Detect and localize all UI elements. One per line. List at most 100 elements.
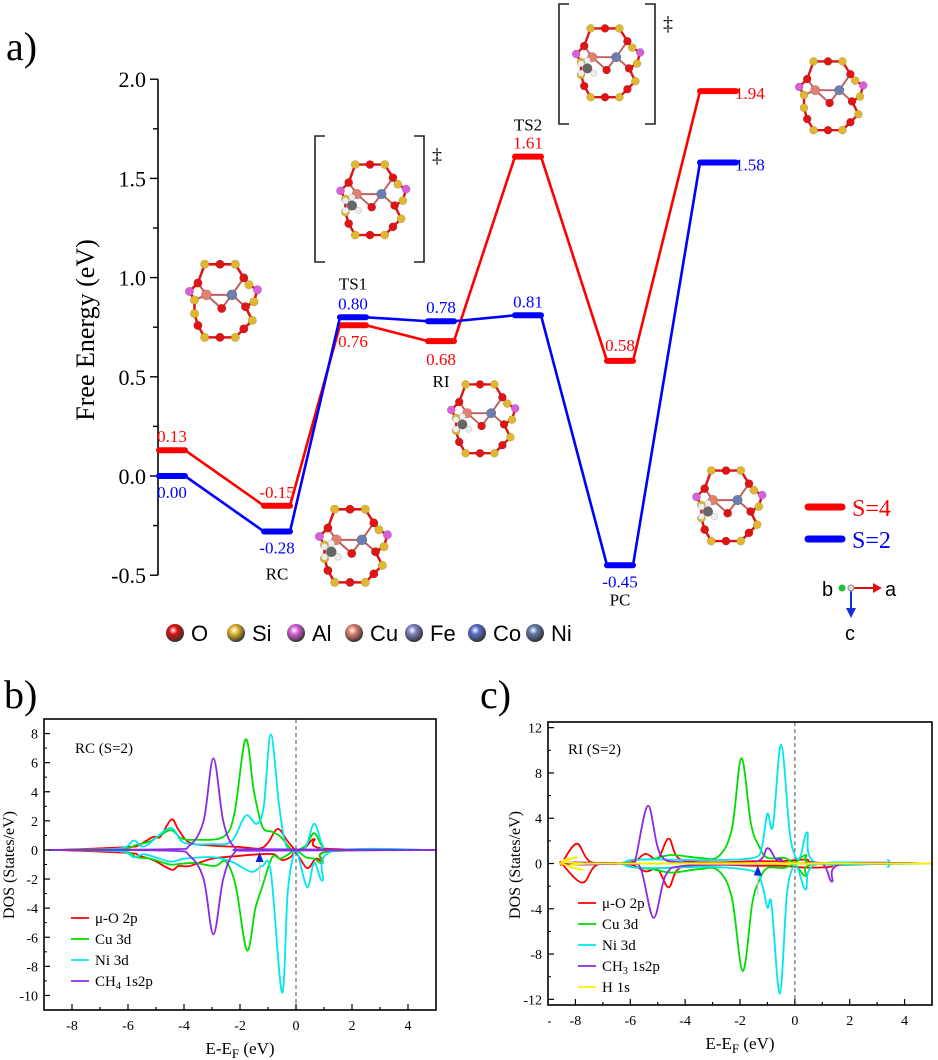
x-tick-label: 2 xyxy=(846,1014,853,1029)
molecule-structures xyxy=(184,24,868,587)
y-tick-label: 6 xyxy=(31,757,38,772)
o-atom xyxy=(723,508,732,518)
c-axis-arrowhead xyxy=(846,608,856,618)
y-tick-label: 4 xyxy=(31,786,38,801)
dos-curve-up-ni-3d xyxy=(561,743,932,867)
si-atom xyxy=(374,525,384,535)
y-tick-label: -10 xyxy=(19,989,38,1004)
si-atom xyxy=(854,109,863,119)
x-label-unit: (eV) xyxy=(739,1034,774,1053)
si-atom xyxy=(506,432,515,442)
y-tick-label: 12 xyxy=(528,722,542,737)
si-atom xyxy=(855,92,865,101)
si-atom xyxy=(461,448,470,458)
center-bonds xyxy=(324,522,377,555)
x-label-main: E-E xyxy=(205,1039,231,1058)
ts-brackets: ‡‡ xyxy=(314,3,673,263)
y-axis: 2.0 1.5 1.0 0.5 0.0 -0.5 xyxy=(111,67,159,588)
panel-b: b) -8 -6 -4 -2 0 2 4 8 6 4 2 0 -2 -4 -6 -8 -10 E-EF (eV) D… xyxy=(1,672,437,1060)
o-atom xyxy=(825,98,834,108)
x-tick-label: 0 xyxy=(791,1014,798,1029)
b-axis-label: b xyxy=(822,579,833,601)
ni-atom xyxy=(226,289,238,301)
si-atom xyxy=(398,196,408,205)
crystal-axes-indicator: b a c xyxy=(822,579,897,645)
y-tick-label: 8 xyxy=(31,728,38,743)
h-atom xyxy=(452,425,460,433)
o-atom xyxy=(746,507,755,516)
si-atom xyxy=(627,43,637,52)
zeolite-cluster-structure xyxy=(692,466,767,546)
o-atom xyxy=(579,81,589,91)
si-atom xyxy=(380,230,390,240)
origin-dot xyxy=(847,584,855,592)
ni-atom xyxy=(834,85,845,96)
si-atom xyxy=(247,315,257,325)
y-axis-label: DOS (States/eV) xyxy=(1,811,18,919)
si-atom xyxy=(838,57,847,66)
arrow-marker xyxy=(255,851,264,862)
energy-value-label: 0.58 xyxy=(605,336,635,355)
al-atom xyxy=(252,285,262,295)
legend-label-main: CH xyxy=(602,959,623,975)
x-axis-label: E-EF (eV) xyxy=(205,1039,274,1060)
o-atom xyxy=(365,230,375,240)
h-atom xyxy=(341,206,349,215)
o-atom xyxy=(344,178,354,187)
bracket-right xyxy=(414,135,425,263)
legend-label: μ-O 2p xyxy=(602,896,645,912)
energy-value-label: 1.58 xyxy=(735,156,765,175)
legend-label-main: CH xyxy=(95,974,116,990)
y-axis-label: Free Energy (eV) xyxy=(71,239,100,420)
o-atom xyxy=(388,222,398,232)
o-atom xyxy=(193,320,203,331)
energy-lines xyxy=(156,88,739,569)
si-atom xyxy=(393,179,403,189)
si-atom xyxy=(799,90,809,100)
o-atom xyxy=(365,160,375,169)
atom-legend: O Si Al Cu Fe Co Ni xyxy=(166,621,572,646)
dos-curve-up-cu-3d xyxy=(561,757,932,866)
h-atom xyxy=(704,499,712,507)
state-label-ts1: TS1 xyxy=(339,274,367,293)
atom-sphere-fe xyxy=(405,624,423,642)
zeolite-cluster-structure xyxy=(314,504,392,587)
al-atom xyxy=(635,48,645,57)
ni-atom xyxy=(356,534,368,546)
o-atom xyxy=(369,518,379,528)
h-atom xyxy=(577,60,585,68)
energy-value-label: -0.45 xyxy=(602,572,637,591)
si-atom xyxy=(632,59,642,68)
legend-label-tail: 1s2p xyxy=(628,959,660,975)
si-atom xyxy=(377,560,387,570)
o-atom xyxy=(823,125,833,135)
h-atom xyxy=(697,512,705,521)
dos-curve-down-h-1s xyxy=(559,862,932,871)
atom-sphere-o xyxy=(166,624,184,642)
o-atom xyxy=(454,397,464,407)
si-atom xyxy=(749,485,759,495)
si-atom xyxy=(586,92,595,102)
panel-a-label: a) xyxy=(6,24,37,69)
o-atom xyxy=(700,525,710,534)
h-atom xyxy=(577,69,585,77)
si-atom xyxy=(244,280,254,290)
si-atom xyxy=(330,504,340,514)
h-atom xyxy=(327,539,335,547)
o-atom xyxy=(475,380,485,389)
al-atom xyxy=(382,530,392,540)
si-atom xyxy=(736,536,746,546)
o-atom xyxy=(217,303,227,314)
x-tick-label: 2 xyxy=(349,1019,356,1034)
legend-label: CH3 1s2p xyxy=(602,959,660,977)
x-tick-label: -4 xyxy=(178,1019,190,1034)
o-atom xyxy=(498,392,507,402)
inset-title: RC (S=2) xyxy=(75,741,133,757)
o-atom xyxy=(498,440,507,450)
center-bonds xyxy=(345,177,396,209)
h-atom xyxy=(465,425,473,433)
center-bonds xyxy=(194,277,247,310)
panel-b-label: b) xyxy=(4,672,37,717)
h-atom xyxy=(334,553,342,561)
si-atom xyxy=(330,577,340,587)
